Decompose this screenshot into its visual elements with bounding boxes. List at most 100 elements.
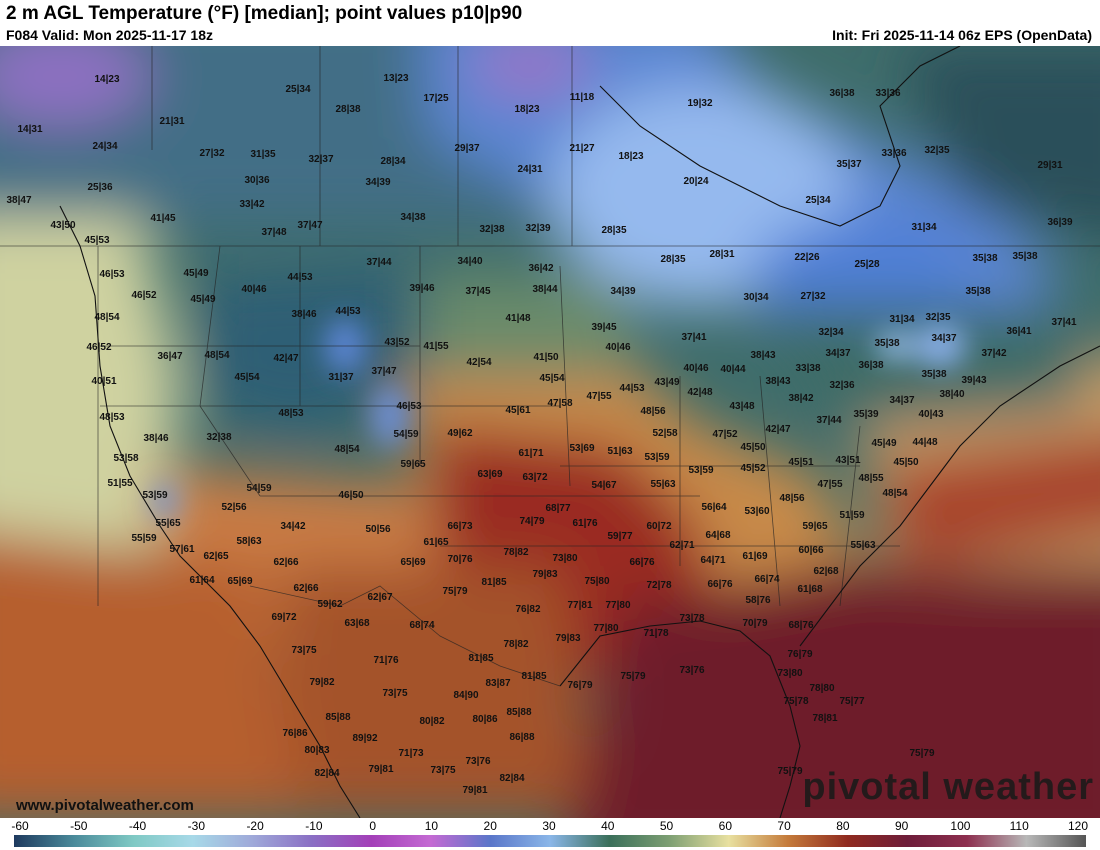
point-value-label: 48|55 [858, 473, 883, 484]
point-value-label: 39|46 [409, 283, 434, 294]
state-borders [0, 46, 1100, 687]
colorbar-tick-label: 110 [1009, 819, 1029, 833]
point-value-label: 43|48 [729, 401, 754, 412]
point-value-label: 38|44 [532, 284, 557, 295]
point-value-label: 28|34 [380, 156, 405, 167]
point-value-label: 27|32 [800, 291, 825, 302]
point-value-label: 17|25 [423, 93, 448, 104]
point-value-label: 42|54 [466, 357, 491, 368]
point-value-label: 89|92 [352, 733, 377, 744]
point-value-label: 14|31 [17, 124, 42, 135]
point-value-label: 44|48 [912, 437, 937, 448]
point-value-label: 75|80 [584, 576, 609, 587]
point-value-label: 46|53 [396, 401, 421, 412]
point-value-label: 62|65 [203, 551, 228, 562]
point-value-label: 38|43 [765, 376, 790, 387]
point-value-label: 63|68 [344, 618, 369, 629]
point-value-label: 32|35 [925, 312, 950, 323]
point-value-label: 75|78 [783, 696, 808, 707]
point-value-label: 51|59 [839, 510, 864, 521]
brand-logo: pivotal weather [802, 766, 1094, 808]
point-value-label: 34|37 [931, 333, 956, 344]
point-value-label: 35|37 [836, 159, 861, 170]
point-value-label: 38|46 [143, 433, 168, 444]
point-value-label: 76|79 [787, 649, 812, 660]
point-value-label: 45|49 [190, 294, 215, 305]
point-value-label: 53|59 [688, 465, 713, 476]
point-value-label: 48|53 [278, 408, 303, 419]
point-value-label: 48|53 [99, 412, 124, 423]
point-value-label: 43|50 [50, 220, 75, 231]
point-value-label: 48|56 [640, 406, 665, 417]
point-value-label: 65|69 [400, 557, 425, 568]
point-value-label: 80|82 [419, 716, 444, 727]
point-value-label: 34|39 [365, 177, 390, 188]
point-value-label: 62|68 [813, 566, 838, 577]
point-value-label: 18|23 [618, 151, 643, 162]
point-value-label: 59|65 [400, 459, 425, 470]
point-value-label: 42|47 [765, 424, 790, 435]
point-value-label: 70|79 [742, 618, 767, 629]
point-value-label: 47|58 [547, 398, 572, 409]
point-value-label: 25|28 [854, 259, 879, 270]
colorbar-tick-label: -30 [187, 819, 205, 833]
point-value-label: 45|61 [505, 405, 530, 416]
point-value-label: 38|43 [750, 350, 775, 361]
point-value-label: 51|63 [607, 446, 632, 457]
map-title: 2 m AGL Temperature (°F) [median]; point… [6, 3, 523, 24]
point-value-label: 65|69 [227, 576, 252, 587]
point-value-label: 40|46 [683, 363, 708, 374]
point-value-label: 63|69 [477, 469, 502, 480]
point-value-label: 36|39 [1047, 217, 1072, 228]
point-value-label: 37|44 [816, 415, 841, 426]
point-value-label: 31|34 [911, 222, 936, 233]
point-value-label: 13|23 [383, 73, 408, 84]
point-value-label: 55|59 [131, 533, 156, 544]
point-value-label: 34|37 [889, 395, 914, 406]
point-value-label: 73|75 [382, 688, 407, 699]
point-value-label: 73|76 [465, 756, 490, 767]
colorbar-tick-label: -50 [70, 819, 88, 833]
point-value-label: 84|90 [453, 690, 478, 701]
point-value-label: 58|63 [236, 536, 261, 547]
point-value-label: 54|59 [393, 429, 418, 440]
point-value-label: 32|38 [206, 432, 231, 443]
point-value-label: 64|68 [705, 530, 730, 541]
point-value-label: 44|53 [619, 383, 644, 394]
point-value-label: 86|88 [509, 732, 534, 743]
point-value-label: 29|31 [1037, 160, 1062, 171]
point-value-label: 25|36 [87, 182, 112, 193]
point-value-label: 75|79 [620, 671, 645, 682]
point-value-label: 47|55 [586, 391, 611, 402]
point-value-label: 78|80 [809, 683, 834, 694]
point-value-label: 64|71 [700, 555, 725, 566]
point-value-label: 59|77 [607, 531, 632, 542]
temperature-map[interactable]: 14|23 25|34 13|23 17|25 11|18 19|32 36|38 33|36… [0, 46, 1100, 818]
point-value-label: 45|51 [788, 457, 813, 468]
point-value-label: 40|51 [91, 376, 116, 387]
point-value-label: 42|47 [273, 353, 298, 364]
point-value-label: 52|56 [221, 502, 246, 513]
point-value-label: 79|81 [462, 785, 487, 796]
point-value-label: 19|32 [687, 98, 712, 109]
point-value-label: 45|53 [84, 235, 109, 246]
point-value-label: 40|46 [605, 342, 630, 353]
point-value-label: 34|40 [457, 256, 482, 267]
point-value-label: 28|31 [709, 249, 734, 260]
point-value-label: 55|63 [850, 540, 875, 551]
point-value-label: 25|34 [285, 84, 310, 95]
point-value-label: 55|63 [650, 479, 675, 490]
point-value-label: 24|31 [517, 164, 542, 175]
point-value-label: 45|54 [234, 372, 259, 383]
point-value-label: 62|67 [367, 592, 392, 603]
point-value-label: 46|53 [99, 269, 124, 280]
point-value-label: 74|79 [519, 516, 544, 527]
point-value-label: 75|79 [777, 766, 802, 777]
point-value-label: 49|62 [447, 428, 472, 439]
colorbar-tick-label: 0 [369, 819, 376, 833]
point-value-label: 81|85 [481, 577, 506, 588]
colorbar-tick-label: 40 [601, 819, 615, 833]
point-value-label: 73|78 [679, 613, 704, 624]
point-value-label: 68|77 [545, 503, 570, 514]
point-value-label: 75|77 [839, 696, 864, 707]
